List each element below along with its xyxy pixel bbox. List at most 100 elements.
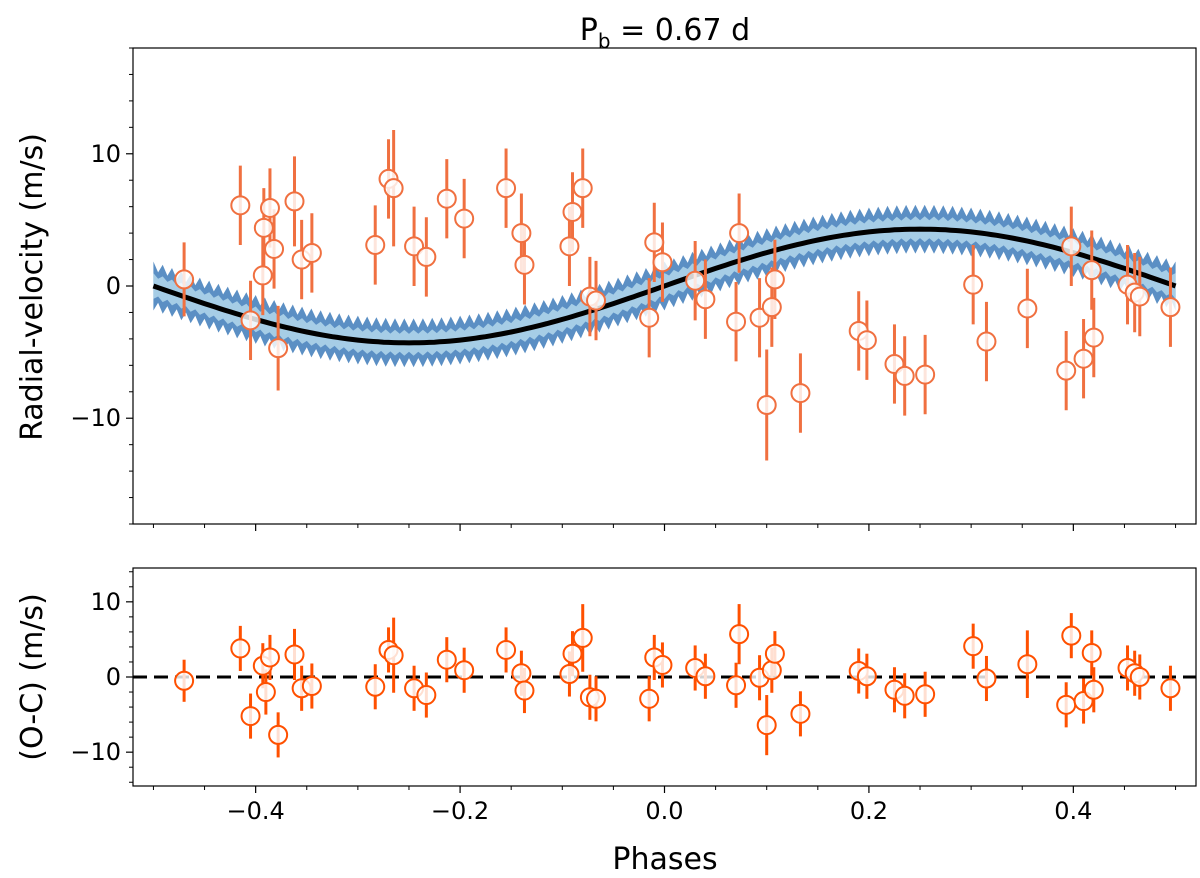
residual-point: [1081, 642, 1102, 663]
model-curve: [152, 226, 1177, 346]
residual-point: [496, 639, 517, 660]
residual-y-axis-label: (O-C) (m/s): [15, 593, 50, 761]
rv-point: [1160, 297, 1181, 318]
rv-point: [1129, 286, 1150, 307]
residual-point: [383, 645, 404, 666]
rv-point: [856, 330, 877, 351]
residual-point: [174, 670, 195, 691]
residual-point: [726, 675, 747, 696]
residual-point: [416, 685, 437, 706]
residual-point: [268, 724, 289, 745]
rv-point: [268, 338, 289, 359]
residual-xtick-label: 0.4: [1054, 797, 1092, 825]
rv-point: [586, 290, 607, 311]
residual-xtick-label: 0.0: [645, 797, 683, 825]
residual-point: [240, 706, 261, 727]
rv-point: [365, 235, 386, 256]
rv-point: [301, 242, 322, 263]
rv-y-axis-label: Radial-velocity (m/s): [15, 133, 50, 441]
residual-point: [436, 649, 457, 670]
residual-point: [514, 680, 535, 701]
residual-ytick-label: 0: [106, 663, 121, 691]
rv-point: [174, 269, 195, 290]
rv-point: [1081, 260, 1102, 281]
rv-point: [259, 197, 280, 218]
rv-point: [383, 178, 404, 199]
rv-ytick-label: 10: [90, 140, 121, 168]
rv-point: [454, 208, 475, 229]
rv-point: [915, 364, 936, 385]
rv-point: [963, 274, 984, 295]
rv-point: [976, 331, 997, 352]
residual-point: [756, 715, 777, 736]
residual-point: [695, 666, 716, 687]
rv-point: [514, 254, 535, 275]
rv-point: [685, 270, 706, 291]
residual-point: [1017, 654, 1038, 675]
rv-point: [761, 297, 782, 318]
residual-point: [856, 666, 877, 687]
residual-ytick-label: −10: [70, 738, 121, 766]
residual-point: [1160, 678, 1181, 699]
residual-point: [586, 688, 607, 709]
chart-title: Pb = 0.67 d: [580, 13, 750, 53]
residual-point: [790, 703, 811, 724]
rv-point: [756, 395, 777, 415]
residual-point: [572, 627, 593, 648]
rv-point: [1061, 236, 1082, 257]
residual-point: [230, 638, 251, 659]
rv-point: [511, 223, 532, 244]
rv-panel: −10 0 10: [70, 47, 1197, 531]
rv-point: [639, 307, 660, 328]
residual-xtick-label: −0.2: [431, 797, 489, 825]
residual-point: [976, 668, 997, 689]
residual-xtick-label: −0.4: [227, 797, 285, 825]
residual-point: [562, 643, 583, 664]
rv-point: [790, 383, 811, 404]
residual-xtick-label: 0.2: [850, 797, 888, 825]
residual-point: [894, 685, 915, 706]
residual-point: [284, 644, 305, 665]
x-axis-label: Phases: [612, 842, 717, 877]
residual-point: [639, 688, 660, 709]
residual-point: [511, 663, 532, 684]
residual-point: [652, 654, 673, 675]
residual-point: [1056, 694, 1077, 715]
rv-point: [1017, 298, 1038, 319]
rv-point: [253, 217, 274, 238]
rv-point: [240, 310, 261, 331]
rv-point: [230, 195, 251, 216]
residual-point: [365, 676, 386, 697]
rv-point: [1083, 327, 1104, 348]
residual-point: [1083, 679, 1104, 700]
residual-point: [764, 643, 785, 664]
rv-point: [1056, 360, 1077, 381]
residual-point: [729, 624, 750, 645]
residual-point: [915, 684, 936, 705]
rv-point: [764, 269, 785, 290]
rv-point: [284, 191, 305, 212]
residual-point: [1129, 667, 1150, 687]
residual-point: [761, 660, 782, 681]
rv-point: [695, 289, 716, 310]
rv-ytick-label: 0: [106, 272, 121, 300]
rv-point: [726, 311, 747, 332]
residual-point: [259, 647, 280, 668]
residual-point: [255, 682, 276, 703]
rv-point: [572, 178, 593, 199]
residual-ytick-label: 10: [90, 588, 121, 616]
rv-point: [644, 232, 665, 253]
rv-point: [252, 265, 273, 286]
residual-point: [963, 636, 984, 657]
rv-point: [729, 223, 750, 244]
rv-point: [559, 236, 580, 257]
residual-panel: −10 0 10 −0.4 −0.2 0.0 0.2 0.4: [70, 567, 1197, 825]
residual-point: [1061, 625, 1082, 646]
rv-point: [894, 365, 915, 386]
residual-point: [454, 660, 475, 681]
rv-point: [264, 238, 285, 259]
rv-point: [652, 252, 673, 273]
rv-point: [436, 188, 457, 209]
residual-point: [559, 663, 580, 684]
